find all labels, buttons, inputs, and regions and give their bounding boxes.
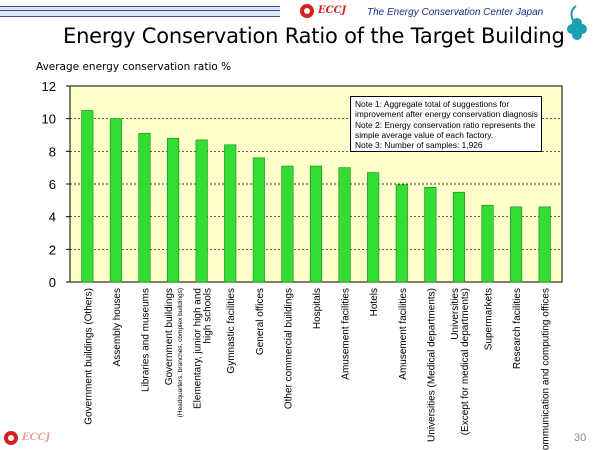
organization-name: The Energy Conservation Center Japan [367, 7, 544, 18]
x-tick-label: Communication and computing offices [541, 288, 552, 450]
bar [481, 204, 494, 283]
page-number: 30 [574, 432, 587, 444]
bar [281, 165, 294, 283]
note-line: Note 3: Number of samples: 1,926 [355, 140, 483, 151]
bar [452, 191, 465, 283]
bar [81, 110, 94, 283]
x-tick-label: Supermarkets [484, 288, 495, 350]
x-tick-label: Universities (Medical departments) [426, 288, 437, 442]
bar [309, 165, 323, 283]
x-tick-label: high schools [203, 288, 214, 344]
bar [224, 144, 237, 283]
x-tick-label: General offices [255, 288, 266, 355]
x-tick-label: Gymnastic facilities [226, 288, 237, 374]
y-tick-label: 4 [49, 210, 56, 225]
x-tick-label: Universities [450, 288, 461, 340]
x-tick-label: Amusement facilities [341, 288, 352, 380]
y-axis-label: Average energy conservation ratio % [36, 61, 232, 73]
x-tick-label: Assembly houses [112, 288, 123, 366]
bar [395, 184, 408, 283]
y-tick-label: 12 [42, 79, 56, 94]
x-tick-label: (Headquarters, branches, complex buildin… [177, 288, 184, 417]
header-logo-text: ECCJ [318, 5, 347, 16]
bar [195, 139, 208, 283]
footer-eccj-logo-icon [4, 431, 18, 445]
slide-title: Energy Conservation Ratio of the Target … [63, 24, 565, 48]
x-tick-label: Libraries and museums [140, 288, 151, 392]
x-tick-label: Amusement facilities [398, 288, 409, 380]
x-tick-label: Government buildings (Others) [83, 288, 94, 425]
x-tick-label: Other commercial buildings [283, 288, 294, 409]
chart-note-box: Note 1: Aggregate total of suggestions f… [350, 96, 542, 152]
bar [367, 172, 380, 283]
eccj-logo-icon [300, 4, 314, 18]
note-line: Note 2: Energy conservation ratio repres… [355, 119, 536, 130]
x-tick-label: Hotels [369, 288, 380, 316]
bar [138, 133, 151, 283]
bar [109, 118, 122, 283]
bar [510, 206, 523, 283]
x-tick-label: Elementary, junior high and [193, 288, 204, 409]
y-tick-label: 6 [49, 177, 56, 192]
note-line: Note 1: Aggregate total of suggestions f… [355, 99, 510, 109]
bar [424, 186, 437, 283]
bar [252, 157, 265, 283]
header-decor-bar [0, 6, 280, 17]
note-line: simple average value of each factory. [355, 129, 494, 140]
bar [538, 206, 551, 283]
y-tick-label: 8 [49, 144, 56, 159]
bar [338, 167, 351, 283]
y-tick-label: 0 [49, 275, 56, 290]
y-tick-label: 2 [49, 242, 56, 257]
clover-logo-icon [567, 5, 587, 40]
footer-logo-text: ECCJ [22, 432, 51, 443]
note-line: improvement after energy conservation di… [355, 109, 538, 120]
x-tick-label: (Except for medical departments) [460, 288, 471, 435]
y-tick-label: 10 [42, 112, 56, 127]
x-tick-label: Hospitals [312, 288, 323, 329]
bar [167, 137, 180, 283]
x-tick-label: Government buildings [164, 288, 175, 385]
x-tick-label: Research facilities [512, 288, 523, 369]
